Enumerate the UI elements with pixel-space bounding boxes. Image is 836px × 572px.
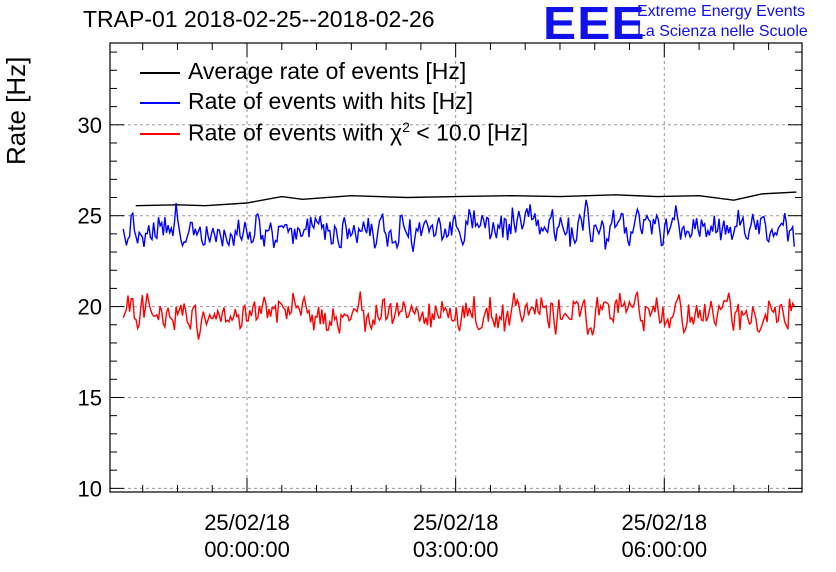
legend-label-average: Average rate of events [Hz] — [188, 58, 467, 84]
x-tick-label-date: 25/02/18 — [413, 510, 499, 535]
eee-logo: EEE — [543, 0, 646, 49]
series-line-0 — [135, 191, 797, 207]
y-tick-label: 10 — [78, 476, 102, 501]
x-tick-label-time: 06:00:00 — [621, 537, 707, 562]
series-line-1 — [122, 199, 795, 252]
logo-subtitle-line2: La Scienza nelle Scuole — [637, 23, 808, 40]
x-tick-label-date: 25/02/18 — [621, 510, 707, 535]
legend-label-chi2-prefix: Rate of events with — [188, 119, 390, 146]
legend-swatch-chi2 — [140, 133, 180, 135]
chi-symbol: χ — [390, 119, 403, 146]
chart-title: TRAP-01 2018-02-25--2018-02-26 — [83, 6, 435, 32]
x-tick-label-time: 00:00:00 — [204, 537, 290, 562]
y-axis-label: Rate [Hz] — [1, 56, 31, 165]
x-tick-label-time: 03:00:00 — [413, 537, 499, 562]
legend-label-chi2: Rate of events with χ2 < 10.0 [Hz] — [188, 119, 528, 147]
plot-frame — [109, 42, 803, 493]
chi-exponent: 2 — [402, 119, 410, 135]
logo-subtitle-line1: Extreme Energy Events — [637, 3, 806, 20]
legend-swatch-hits — [140, 102, 180, 104]
x-tick-label-date: 25/02/18 — [204, 510, 290, 535]
y-tick-label: 30 — [78, 113, 102, 138]
y-tick-label: 20 — [78, 295, 102, 320]
y-tick-label: 15 — [78, 385, 102, 410]
legend-label-chi2-suffix: < 10.0 [Hz] — [409, 119, 529, 146]
series-line-2 — [122, 291, 795, 340]
legend-label-hits: Rate of events with hits [Hz] — [188, 88, 474, 114]
legend-swatch-average — [140, 72, 180, 74]
y-tick-label: 25 — [78, 204, 102, 229]
